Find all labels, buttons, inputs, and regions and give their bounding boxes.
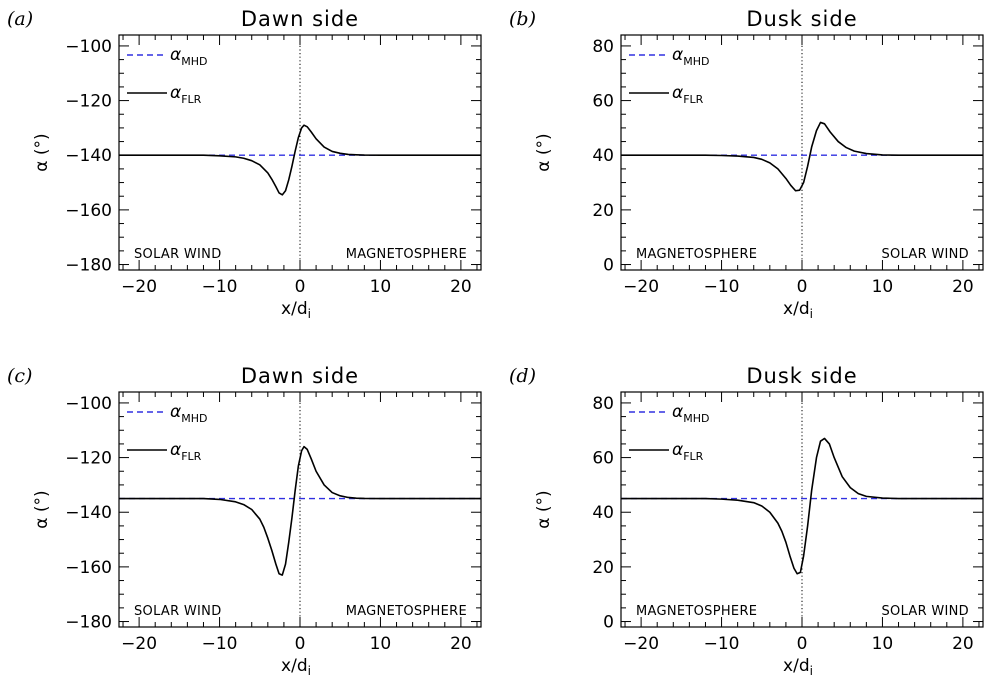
axes-frame [118, 391, 482, 628]
y-tick-label: 80 [592, 37, 614, 57]
x-tick-label: 10 [370, 634, 392, 654]
x-tick-label: 10 [872, 634, 894, 654]
y-tick-label: 40 [592, 503, 614, 523]
right-region-label: MAGNETOSPHERE [346, 247, 467, 262]
y-tick-label: 60 [592, 92, 614, 112]
x-tick-label: 0 [295, 634, 306, 654]
y-axis-label: α (°) [32, 133, 52, 171]
x-tick-label: 20 [450, 277, 472, 297]
y-tick-label: −140 [65, 146, 112, 166]
panel-title: Dawn side [241, 364, 359, 388]
panel-1: (a) Dawn side−20 −10 0 10 20−100−120−140−160−… [7, 7, 482, 321]
y-axis-label: α (°) [32, 490, 52, 528]
x-tick-label: 20 [952, 634, 974, 654]
right-region-label: SOLAR WIND [881, 247, 969, 262]
panel-title: Dusk side [746, 364, 857, 388]
axes-frame [118, 34, 482, 271]
legend-label: αFLR [170, 440, 202, 463]
y-tick-label: −160 [65, 201, 112, 221]
y-tick-label: 80 [592, 394, 614, 414]
panel-label: (a) [7, 8, 33, 30]
x-tick-label: −10 [704, 277, 740, 297]
x-tick-label: 0 [797, 634, 808, 654]
left-region-label: MAGNETOSPHERE [636, 604, 757, 619]
panel-3: (c) Dawn side−20 −10 0 10 20−100−120−140−160−… [7, 364, 482, 678]
y-tick-label: −140 [65, 503, 112, 523]
y-tick-label: −100 [65, 394, 112, 414]
x-tick-label: −10 [202, 634, 238, 654]
x-tick-label: −20 [623, 277, 659, 297]
series-line-flr [621, 437, 983, 575]
legend-label: αFLR [170, 83, 202, 106]
x-axis-label: x/di [783, 299, 813, 321]
x-tick-label: 0 [797, 277, 808, 297]
x-tick-label: −10 [704, 634, 740, 654]
series-line-flr [621, 121, 983, 192]
axes-frame [620, 391, 984, 628]
y-tick-label: 60 [592, 449, 614, 469]
left-region-label: SOLAR WIND [134, 247, 222, 262]
legend-label: αFLR [672, 440, 704, 463]
series-line-flr [119, 124, 481, 196]
legend-label: αFLR [672, 83, 704, 106]
y-axis-label: α (°) [534, 490, 554, 528]
legend-label: αMHD [672, 402, 709, 425]
x-axis-label: x/di [281, 299, 311, 321]
x-tick-label: −10 [202, 277, 238, 297]
y-tick-label: 20 [592, 558, 614, 578]
x-tick-label: −20 [121, 634, 157, 654]
panel-label: (c) [7, 365, 32, 387]
y-tick-label: 0 [603, 256, 614, 276]
panel-label: (b) [509, 8, 536, 30]
legend-label: αMHD [170, 402, 207, 425]
x-tick-label: 10 [872, 277, 894, 297]
x-tick-label: −20 [623, 634, 659, 654]
y-tick-label: −180 [65, 256, 112, 276]
y-tick-label: −160 [65, 558, 112, 578]
y-tick-label: −100 [65, 37, 112, 57]
left-region-label: MAGNETOSPHERE [636, 247, 757, 262]
panel-title: Dusk side [746, 7, 857, 31]
y-tick-label: 0 [603, 613, 614, 633]
x-tick-label: 20 [450, 634, 472, 654]
x-tick-label: 20 [952, 277, 974, 297]
y-axis-label: α (°) [534, 133, 554, 171]
legend-label: αMHD [170, 45, 207, 68]
y-tick-label: −180 [65, 613, 112, 633]
x-tick-label: 0 [295, 277, 306, 297]
x-axis-label: x/di [783, 656, 813, 678]
series-line-flr [119, 445, 481, 576]
x-axis-label: x/di [281, 656, 311, 678]
panel-label: (d) [509, 365, 536, 387]
x-tick-label: −20 [121, 277, 157, 297]
legend-label: αMHD [672, 45, 709, 68]
right-region-label: MAGNETOSPHERE [346, 604, 467, 619]
axes-frame [620, 34, 984, 271]
y-tick-label: −120 [65, 92, 112, 112]
right-region-label: SOLAR WIND [881, 604, 969, 619]
y-tick-label: −120 [65, 449, 112, 469]
y-tick-label: 40 [592, 146, 614, 166]
panel-title: Dawn side [241, 7, 359, 31]
y-tick-label: 20 [592, 201, 614, 221]
left-region-label: SOLAR WIND [134, 604, 222, 619]
x-tick-label: 10 [370, 277, 392, 297]
